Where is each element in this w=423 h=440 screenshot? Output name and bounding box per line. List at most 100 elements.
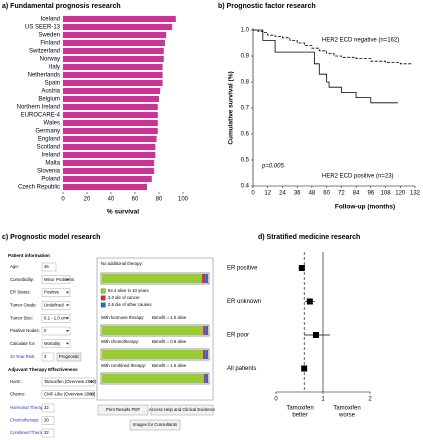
category-label: Italy [49, 65, 60, 71]
x-tick-label: 0 [61, 197, 65, 203]
field-value: 30 [44, 418, 49, 423]
field-value: Tamoxifen (Overview 2000) [44, 379, 97, 384]
direction-label: better [292, 413, 307, 419]
x-tick-label: 36 [294, 191, 301, 197]
category-label: Wales [44, 121, 60, 127]
button-label[interactable]: Images for Consultants [133, 422, 177, 427]
field-value: 3 [44, 354, 47, 359]
dropdown-arrow [90, 381, 93, 383]
field-box [41, 275, 71, 284]
button-label[interactable]: Prognostic [59, 354, 80, 359]
category-label: Netherlands [28, 73, 60, 79]
estimate [301, 365, 308, 372]
y-tick-label: 0.8 [241, 80, 250, 86]
bar [63, 151, 156, 159]
field-value: 0.1 - 1.0 cm [44, 315, 67, 320]
field-box [41, 403, 55, 413]
category-label: Slovenia [37, 169, 61, 175]
bar [63, 79, 163, 87]
field-box [41, 390, 95, 399]
field-label: ER Status: [10, 290, 31, 295]
outcome-segment [205, 374, 208, 383]
outcome-segment [203, 374, 206, 383]
survival-curve [253, 29, 398, 104]
category-label: Norway [40, 57, 60, 63]
x-tick-label: 40 [108, 197, 115, 203]
series-label: HER2 ECD positive (n=23) [322, 174, 394, 180]
legend-label: 94.4 alive in 10 years [108, 288, 149, 293]
outcome-segment [202, 274, 206, 283]
estimate [306, 298, 313, 305]
x-axis-label: Follow-up (months) [335, 204, 395, 211]
outcome-segment [102, 274, 203, 283]
field-label: Chemo: [10, 392, 25, 397]
button-label[interactable]: Print Results PDF [106, 407, 141, 412]
category-label: Spain [45, 81, 60, 87]
x-tick-label: 84 [353, 191, 360, 197]
x-tick-label: 1 [321, 397, 325, 403]
field-value: Positive [44, 290, 60, 295]
field-label: Horm: [10, 379, 22, 384]
x-tick-label: 20 [84, 197, 91, 203]
x-tick-label: 48 [309, 191, 316, 197]
field-box [41, 377, 95, 387]
section-heading: Patient information [8, 253, 50, 258]
dropdown-arrow [66, 304, 69, 307]
field-value: Undefined [44, 303, 64, 308]
bar [63, 87, 161, 95]
field-box [41, 428, 55, 438]
category-label: ER positive [227, 266, 258, 272]
y-tick-label: 0.5 [241, 158, 250, 164]
series-label: HER2 ECD negative (n=162) [322, 38, 399, 44]
category-label: Finland [40, 41, 60, 47]
y-tick-label: 0.9 [241, 54, 250, 60]
direction-label: Tamoxifen [286, 406, 313, 412]
field-box [41, 326, 71, 336]
outcome-segment [205, 350, 208, 359]
button-label[interactable]: Access Help and Clinical Evidence [149, 407, 216, 412]
category-label: Ireland [42, 153, 60, 159]
x-tick-label: 2 [368, 397, 372, 403]
category-label: Austria [41, 89, 60, 95]
panel-title: b) Prognostic factor research [218, 3, 316, 10]
field-box [41, 352, 55, 362]
category-label: Sweden [38, 33, 60, 39]
field-box [41, 262, 57, 272]
dropdown-arrow [66, 330, 69, 332]
category-label: Poland [41, 177, 60, 183]
x-tick-label: 100 [178, 197, 189, 203]
bar [63, 31, 167, 39]
dropdown-arrow [66, 317, 69, 320]
field-label: Positive Nodes: [10, 328, 40, 333]
y-tick-label: 1.0 [241, 28, 250, 34]
x-tick-label: 108 [381, 191, 392, 197]
y-tick-label: 0.7 [241, 106, 250, 112]
field-value: 0 [44, 328, 47, 333]
x-tick-label: 72 [338, 191, 345, 197]
field-label: Hormonal Therapy: [10, 405, 47, 410]
button[interactable] [129, 419, 181, 431]
field-box [41, 339, 71, 348]
button[interactable] [56, 352, 82, 362]
bar [63, 159, 155, 167]
panel-title: c) Prognostic model research [2, 234, 100, 241]
field-label: Age: [10, 264, 19, 269]
bar [63, 175, 152, 183]
field-label: Calculate for: [10, 341, 35, 346]
bar [63, 127, 158, 135]
field-label: Tumor Size: [10, 315, 33, 320]
legend-swatch [100, 302, 106, 308]
row-label: No additional therapy: [101, 261, 143, 266]
category-label: Switzerland [29, 49, 60, 55]
category-label: Czech Republic [18, 185, 60, 191]
bar [63, 47, 164, 55]
button[interactable] [97, 404, 149, 416]
bar [63, 15, 176, 23]
field-label: Combined Therapy: [10, 430, 48, 435]
y-tick-label: 0.4 [241, 184, 250, 190]
panel-title: d) Stratified medicine research [258, 234, 360, 241]
x-tick-label: 60 [132, 197, 139, 203]
button[interactable] [150, 404, 214, 416]
x-tick-label: 80 [156, 197, 163, 203]
